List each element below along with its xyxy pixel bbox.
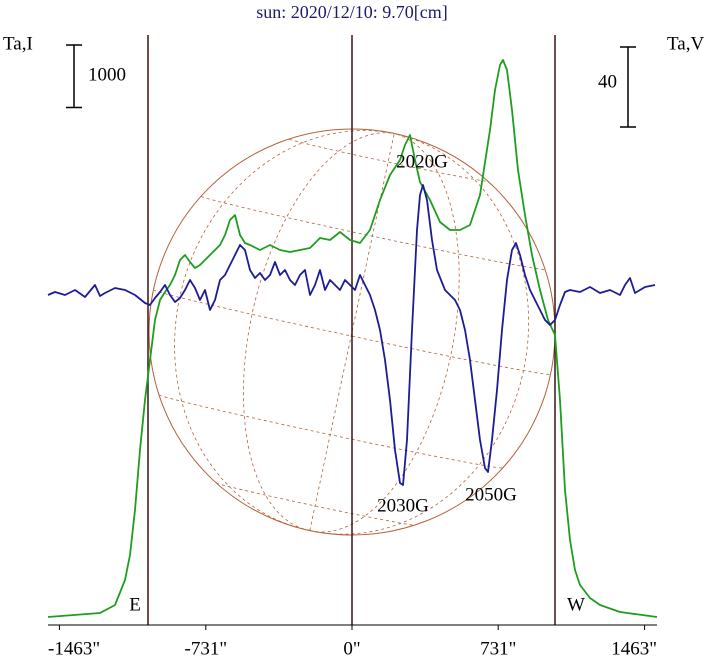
annotation: 2020G — [396, 151, 448, 172]
scale-bar — [66, 44, 82, 109]
x-tick-label: 0" — [343, 638, 360, 659]
y-axis-label: Ta,I — [3, 33, 33, 54]
meridian — [309, 133, 395, 531]
scale-bar-label: 40 — [598, 71, 617, 92]
parallel — [288, 138, 488, 182]
parallel — [215, 482, 415, 526]
limb-label: W — [567, 594, 585, 615]
data-line — [47, 184, 656, 486]
meridian — [243, 132, 395, 531]
x-tick-label: 1463" — [611, 638, 657, 659]
x-tick-label: -731" — [185, 638, 228, 659]
scale-bar — [620, 46, 636, 128]
meridian — [309, 133, 460, 533]
parallel — [158, 394, 504, 469]
data-line — [47, 59, 658, 618]
y2-axis-label: Ta,V — [667, 33, 704, 54]
parallel — [153, 289, 551, 375]
x-tick-label: 731" — [480, 638, 516, 659]
parallel — [200, 195, 546, 270]
annotation: 2050G — [465, 484, 517, 505]
scale-bar-label: 1000 — [88, 64, 126, 85]
x-tick-label: -1463" — [48, 638, 100, 659]
chart-title: sun: 2020/12/10: 9.70[cm] — [256, 2, 448, 22]
meridian — [174, 130, 395, 531]
limb-label: E — [129, 594, 141, 615]
annotation: 2030G — [377, 495, 429, 516]
